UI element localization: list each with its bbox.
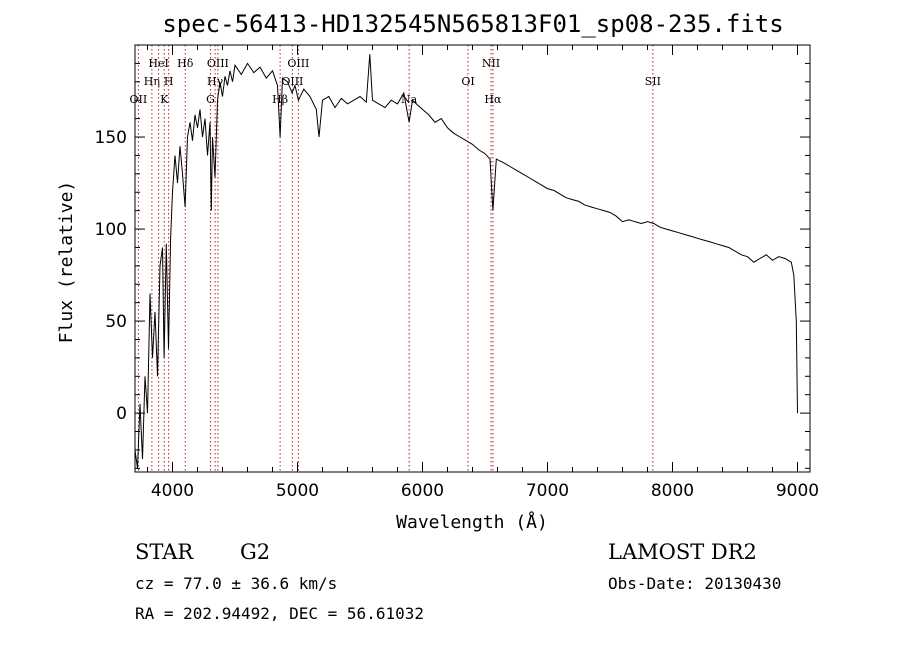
survey-name: LAMOST DR2: [608, 540, 757, 564]
spectrum-line: [135, 54, 798, 468]
y-tick-label: 100: [95, 220, 127, 240]
spectral-line-label: SII: [645, 75, 661, 88]
redshift-cz: cz = 77.0 ± 36.6 km/s: [135, 574, 337, 593]
spectral-line-label: Na: [401, 93, 418, 106]
spectral-line-label: Hα: [484, 93, 502, 106]
x-tick-label: 7000: [526, 481, 569, 501]
spectral-line-label: Hβ: [272, 93, 288, 106]
observation-date: Obs-Date: 20130430: [608, 574, 781, 593]
spectrum-chart: spec-56413-HD132545N565813F01_sp08-235.f…: [0, 0, 900, 649]
plot-area: OIIHηHeIKHHδGHγOIIIHβOIIIOIIINaOINIIHαSI…: [95, 45, 820, 501]
plot-frame: [135, 45, 810, 472]
spectral-line-label: NII: [482, 57, 500, 70]
spectral-line-label: K: [160, 93, 169, 106]
y-tick-label: 150: [95, 128, 127, 148]
object-class: STAR: [135, 540, 194, 564]
object-subclass: G2: [240, 540, 270, 564]
coordinates: RA = 202.94492, DEC = 56.61032: [135, 604, 424, 623]
spectral-line-label: OI: [461, 75, 474, 88]
y-axis-label: Flux (relative): [56, 181, 77, 344]
spectral-line-label: OIII: [287, 57, 309, 70]
y-tick-label: 50: [105, 312, 127, 332]
y-tick-label: 0: [116, 404, 127, 424]
spectral-line-label: OIII: [207, 57, 229, 70]
spectral-line-label: G: [206, 93, 215, 106]
x-tick-label: 5000: [276, 481, 319, 501]
spectral-line-label: OII: [130, 93, 148, 106]
x-tick-label: 9000: [776, 481, 819, 501]
chart-title: spec-56413-HD132545N565813F01_sp08-235.f…: [162, 10, 783, 38]
spectral-line-label: HeI: [148, 57, 168, 70]
spectral-line-label: Hδ: [177, 57, 194, 70]
spectral-line-label: OIII: [281, 75, 303, 88]
x-tick-label: 4000: [151, 481, 194, 501]
spectral-line-label: H: [164, 75, 174, 88]
x-tick-label: 6000: [401, 481, 444, 501]
x-axis-label: Wavelength (Å): [396, 511, 548, 533]
x-tick-label: 8000: [651, 481, 694, 501]
spectral-line-label: Hη: [144, 75, 160, 88]
